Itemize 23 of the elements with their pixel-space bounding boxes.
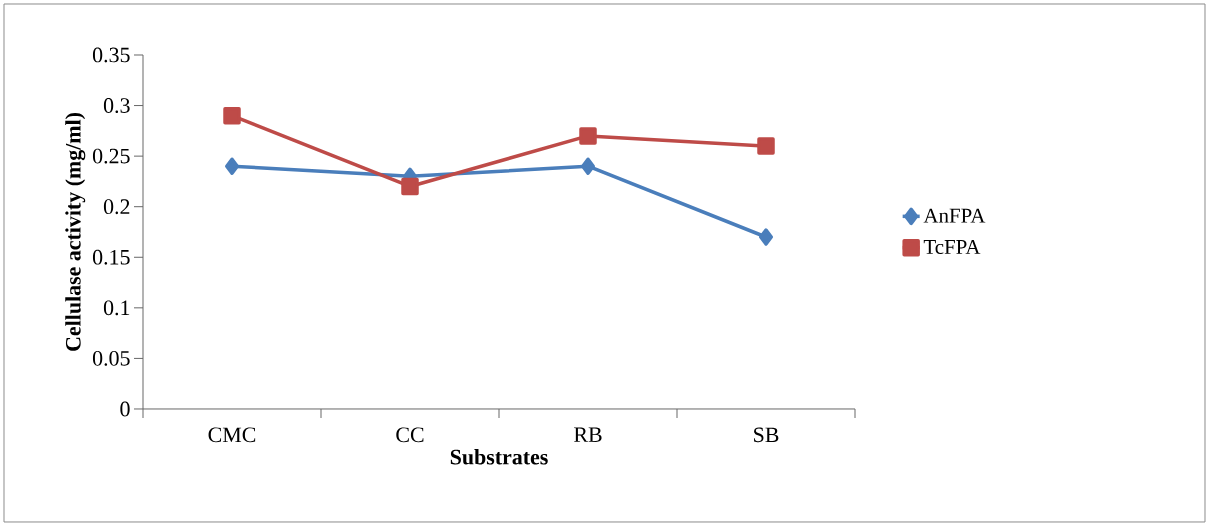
point: [757, 137, 775, 155]
legend-label: AnFPA: [923, 208, 986, 223]
y-tick-label: 0.05: [92, 350, 130, 366]
x-tick-label: SB: [754, 427, 779, 443]
x-axis-title: Substrates: [450, 449, 548, 465]
x-tick-label: CMC: [208, 427, 256, 443]
x-tick-label: RB: [574, 427, 602, 442]
y-tick-label: 0: [120, 401, 130, 417]
y-tick-label: 0.3: [103, 98, 130, 113]
point: [225, 157, 240, 175]
y-tick-label: 0.25: [92, 148, 130, 164]
y-tick-label: 0.1: [103, 300, 130, 316]
point: [581, 157, 596, 175]
point: [579, 127, 597, 145]
point: [223, 106, 241, 125]
y-tick-label: 0.15: [92, 249, 130, 265]
point: [759, 228, 774, 246]
point: [401, 177, 419, 196]
y-tick-label: 0.35: [92, 47, 130, 63]
x-tick-label: CC: [396, 427, 424, 443]
y-tick-label: 0.2: [103, 199, 130, 215]
legend-label: TcFPA: [923, 239, 981, 254]
y-axis-title: Cellulase activity (mg/ml): [65, 113, 86, 351]
